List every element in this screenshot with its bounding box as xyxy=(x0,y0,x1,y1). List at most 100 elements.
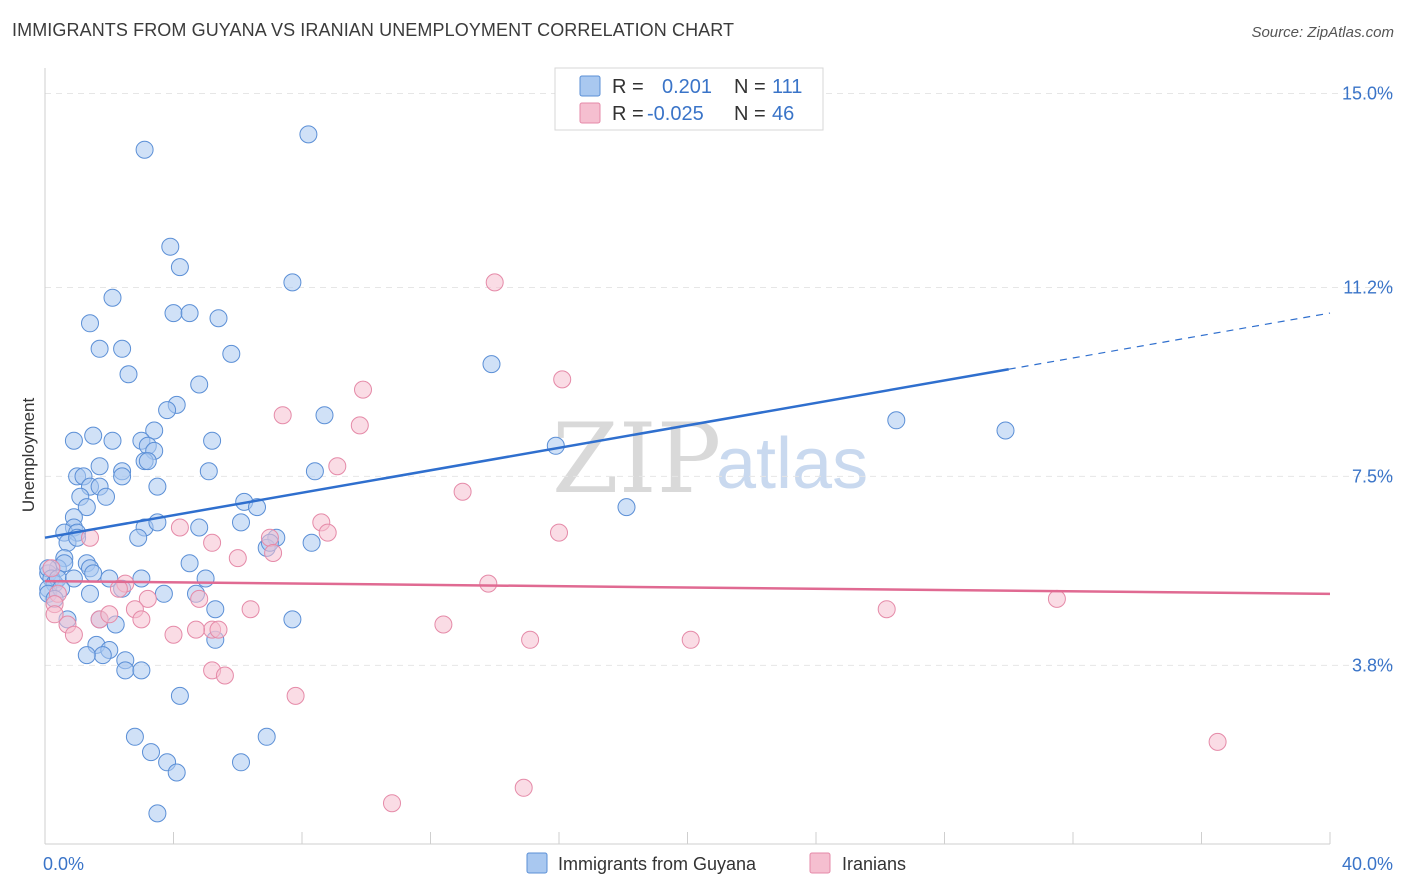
iranians-point-33 xyxy=(434,615,453,634)
source-credit: Source: ZipAtlas.com xyxy=(1251,24,1394,41)
iranians-point-13 xyxy=(203,533,222,552)
trend-line-guyana-extension xyxy=(1008,312,1331,370)
iranians-point-43 xyxy=(286,686,305,705)
guyana-point-101 xyxy=(125,727,144,746)
guyana-point-46 xyxy=(248,498,266,517)
guyana-point-47 xyxy=(617,498,636,517)
iranians-point-37 xyxy=(64,625,83,644)
guyana-point-23 xyxy=(64,431,83,450)
stats-pink-n-label: N = xyxy=(734,103,766,125)
iranians-point-15 xyxy=(228,549,247,568)
guyana-point-106 xyxy=(232,753,250,772)
iranians-point-36 xyxy=(209,620,228,639)
iranians-point-3 xyxy=(273,406,292,425)
guyana-point-19 xyxy=(887,411,906,430)
stats-pink-n-value: 46 xyxy=(772,103,794,125)
guyana-point-4 xyxy=(283,273,302,292)
guyana-point-32 xyxy=(138,452,157,471)
watermark-atlas: atlas xyxy=(716,424,868,504)
stats-blue-r-label: R = xyxy=(612,76,644,98)
stats-legend: R = 0.201 N = 111 R = -0.025 N = 46 xyxy=(554,67,824,131)
guyana-point-102 xyxy=(257,727,276,746)
series-iranians-points xyxy=(42,273,1227,813)
legend-swatch-guyana xyxy=(526,852,548,874)
guyana-point-6 xyxy=(81,314,99,333)
watermark: ZIP atlas xyxy=(552,403,868,515)
guyana-point-9 xyxy=(209,309,228,328)
x-tick-label-0: 0.0% xyxy=(43,854,84,874)
guyana-point-38 xyxy=(113,467,132,486)
guyana-point-107 xyxy=(148,804,167,823)
iranians-point-46 xyxy=(383,794,401,813)
iranians-point-30 xyxy=(100,605,119,624)
guyana-point-8 xyxy=(180,304,199,323)
iranians-point-19 xyxy=(109,579,128,598)
gridlines xyxy=(45,93,1395,666)
guyana-point-1 xyxy=(299,125,318,144)
stats-blue-r-value: 0.201 xyxy=(662,76,712,98)
guyana-point-13 xyxy=(119,365,138,384)
iranians-point-35 xyxy=(187,620,205,639)
stats-blue-n-value: 111 xyxy=(772,76,802,98)
y-tick-label-0: 3.8% xyxy=(1352,655,1393,675)
iranians-point-1 xyxy=(553,370,572,389)
guyana-point-7 xyxy=(164,304,183,323)
iranians-point-39 xyxy=(521,630,540,649)
guyana-point-2 xyxy=(161,237,180,256)
legend-label-guyana: Immigrants from Guyana xyxy=(558,854,757,874)
iranians-point-42 xyxy=(215,666,234,685)
guyana-point-44 xyxy=(77,498,96,517)
y-tick-label-2: 11.2% xyxy=(1343,278,1393,298)
iranians-point-14 xyxy=(264,544,283,562)
bottom-legend: Immigrants from Guyana Iranians xyxy=(526,852,906,874)
guyana-point-90 xyxy=(283,610,302,629)
watermark-zip: ZIP xyxy=(552,403,721,515)
iranians-point-45 xyxy=(514,778,533,797)
guyana-point-5 xyxy=(103,288,122,307)
guyana-point-22 xyxy=(145,421,164,440)
guyana-point-77 xyxy=(132,569,151,588)
iranians-point-26 xyxy=(241,600,260,619)
guyana-point-60 xyxy=(302,533,321,552)
iranians-point-21 xyxy=(138,589,157,608)
y-tick-label-1: 7.5% xyxy=(1352,466,1393,486)
guyana-point-17 xyxy=(158,401,177,420)
iranians-point-40 xyxy=(681,630,700,649)
guyana-point-33 xyxy=(199,462,218,481)
stats-blue-n-label: N = xyxy=(734,76,766,98)
guyana-point-30 xyxy=(90,457,109,476)
guyana-point-11 xyxy=(113,339,132,358)
guyana-point-28 xyxy=(546,436,565,455)
guyana-point-41 xyxy=(148,477,167,496)
iranians-point-6 xyxy=(453,482,472,501)
legend-swatch-iranians xyxy=(809,852,831,874)
guyana-point-0 xyxy=(135,140,154,159)
guyana-point-87 xyxy=(206,600,225,619)
iranians-point-16 xyxy=(42,559,61,578)
trend-lines xyxy=(44,312,1331,596)
guyana-point-14 xyxy=(190,375,209,394)
x-axis-ticks xyxy=(44,832,1331,844)
stats-pink-r-label: R = xyxy=(612,103,644,125)
trend-line-guyana xyxy=(44,367,1009,539)
iranians-point-17 xyxy=(479,574,498,593)
guyana-point-96 xyxy=(77,646,96,665)
guyana-point-3 xyxy=(170,258,189,277)
guyana-point-21 xyxy=(84,426,103,445)
guyana-point-15 xyxy=(482,355,501,374)
iranians-point-23 xyxy=(1047,589,1066,608)
iranians-point-31 xyxy=(132,610,151,629)
y-axis-label: Unemployment xyxy=(19,398,38,513)
guyana-point-20 xyxy=(996,421,1015,440)
iranians-point-12 xyxy=(260,528,279,547)
iranians-point-0 xyxy=(485,273,504,292)
guyana-point-54 xyxy=(190,518,209,537)
guyana-point-27 xyxy=(203,431,222,450)
guyana-point-84 xyxy=(154,584,173,603)
iranians-point-27 xyxy=(877,600,896,619)
iranians-point-44 xyxy=(1208,732,1227,751)
guyana-point-18 xyxy=(315,406,334,425)
guyana-point-55 xyxy=(232,513,250,532)
guyana-point-34 xyxy=(305,462,324,481)
